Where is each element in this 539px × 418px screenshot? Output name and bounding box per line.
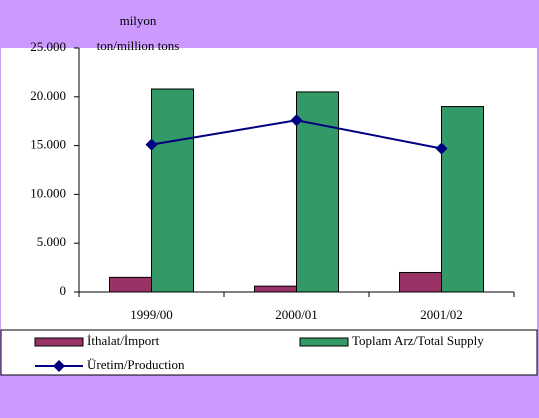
legend-label: Toplam Arz/Total Supply: [352, 333, 484, 348]
legend-box: [0, 329, 538, 376]
marker: [435, 142, 448, 155]
y-tick-label: 25.000: [30, 39, 66, 54]
legend-label: İthalat/İmport: [87, 333, 160, 348]
marker: [145, 138, 158, 151]
marker: [290, 114, 303, 127]
bar: [399, 271, 442, 293]
y-axis-title: milyon: [120, 13, 157, 28]
bar: [151, 88, 194, 293]
x-tick-label: 2001/02: [420, 307, 463, 322]
y-axis-title: ton/million tons: [97, 38, 180, 53]
bar: [109, 276, 152, 293]
legend-swatch: [299, 337, 349, 347]
x-tick-label: 2000/01: [275, 307, 318, 322]
legend-marker: [53, 360, 65, 372]
y-tick-label: 5.000: [37, 234, 66, 249]
legend-label: Üretim/Production: [87, 357, 185, 372]
x-tick-label: 1999/00: [130, 307, 173, 322]
y-tick-label: 20.000: [30, 88, 66, 103]
y-tick-label: 10.000: [30, 185, 66, 200]
y-tick-label: 0: [60, 283, 67, 298]
y-tick-label: 15.000: [30, 137, 66, 152]
bar: [441, 106, 484, 293]
legend-swatch: [34, 337, 84, 347]
bar: [254, 285, 297, 293]
